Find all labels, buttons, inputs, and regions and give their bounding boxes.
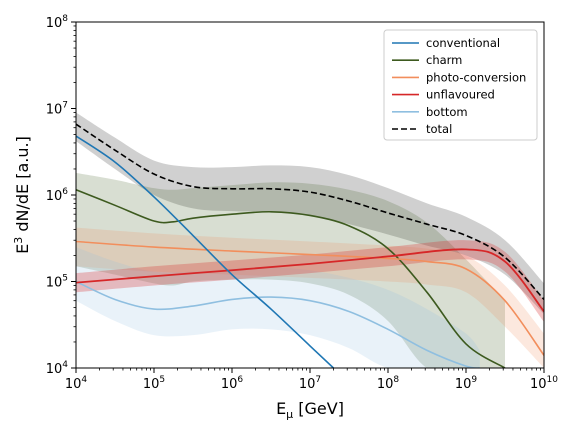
- x-tick-exp: 10: [547, 375, 559, 385]
- line-conventional: [76, 135, 335, 368]
- x-axis-label-unit: [GeV]: [293, 399, 344, 418]
- x-tick-exp: 8: [393, 375, 399, 385]
- line-unflavoured: [76, 248, 544, 313]
- line-photo-conversion: [76, 240, 544, 356]
- x-tick-exp: 9: [471, 375, 477, 385]
- x-tick-base: 10: [455, 377, 472, 392]
- y-tick-exp: 6: [62, 187, 68, 197]
- x-tick-label: 105: [143, 375, 165, 392]
- x-tick-exp: 7: [315, 375, 321, 385]
- y-tick-exp: 5: [62, 274, 68, 284]
- band-bottom: [76, 247, 480, 368]
- y-tick-base: 10: [46, 103, 63, 118]
- x-axis-label: Eμ [GeV]: [276, 399, 344, 421]
- x-axis-label-main: E: [276, 399, 286, 418]
- line-bottom: [76, 280, 480, 368]
- line-total: [76, 123, 544, 301]
- x-tick-label: 104: [65, 375, 88, 392]
- y-axis-label-sup: 3: [12, 237, 25, 244]
- x-tick-exp: 5: [159, 375, 165, 385]
- y-tick-base: 10: [46, 16, 63, 31]
- x-tick-label: 106: [221, 375, 244, 392]
- y-tick-label: 105: [46, 274, 68, 291]
- legend-label-unflavoured: unflavoured: [426, 88, 495, 102]
- y-tick-label: 106: [46, 187, 69, 204]
- x-tick-exp: 6: [237, 375, 243, 385]
- legend-label-charm: charm: [426, 53, 462, 67]
- y-axis-label: E3 dN/dE [a.u.]: [12, 136, 32, 254]
- y-tick-exp: 7: [62, 101, 68, 111]
- x-axis-label-sub: μ: [286, 408, 293, 421]
- x-tick-base: 10: [143, 377, 160, 392]
- y-tick-base: 10: [46, 362, 63, 377]
- x-tick-label: 109: [455, 375, 478, 392]
- x-tick-base: 10: [530, 377, 547, 392]
- x-tick-label: 107: [299, 375, 321, 392]
- y-tick-label: 107: [46, 101, 68, 118]
- line-charm: [76, 189, 506, 368]
- axis-labels: Eμ [GeV] E3 dN/dE [a.u.]: [12, 136, 344, 421]
- y-axis-label-rest: dN/dE [a.u.]: [13, 136, 32, 237]
- y-tick-base: 10: [46, 189, 63, 204]
- uncertainty-bands: [76, 112, 544, 368]
- legend-label-photo-conversion: photo-conversion: [426, 70, 526, 84]
- series-lines: [76, 123, 544, 368]
- legend-box: [383, 29, 538, 141]
- y-tick-label: 104: [46, 360, 69, 377]
- y-axis-label-main: E: [13, 244, 32, 254]
- x-tick-base: 10: [221, 377, 238, 392]
- legend-label-total: total: [426, 122, 452, 136]
- x-tick-label: 1010: [530, 375, 558, 392]
- y-tick-label: 108: [46, 14, 69, 31]
- legend-label-conventional: conventional: [426, 36, 500, 50]
- band-photo-conversion: [76, 227, 544, 368]
- band-charm: [76, 172, 505, 368]
- band-total: [76, 112, 544, 315]
- x-tick-base: 10: [299, 377, 316, 392]
- x-tick-base: 10: [65, 377, 82, 392]
- legend: conventional charm photo-conversion unflavo…: [383, 29, 538, 141]
- x-tick-exp: 4: [81, 375, 87, 385]
- y-tick-base: 10: [46, 276, 63, 291]
- x-tick-base: 10: [377, 377, 394, 392]
- y-tick-exp: 4: [62, 360, 68, 370]
- x-tick-label: 108: [377, 375, 400, 392]
- y-tick-exp: 8: [62, 14, 68, 24]
- band-unflavoured: [76, 240, 544, 323]
- legend-label-bottom: bottom: [426, 105, 468, 119]
